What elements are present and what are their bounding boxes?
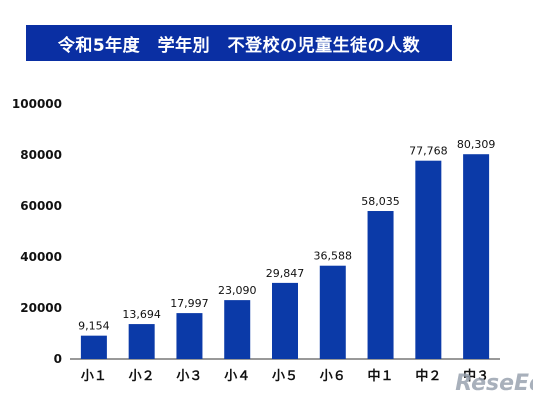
x-category-label: 中２ <box>415 368 441 384</box>
bar <box>367 211 394 359</box>
data-label: 36,588 <box>314 250 353 263</box>
bar <box>463 154 490 359</box>
x-category-label: 小６ <box>320 369 346 384</box>
bar <box>415 160 442 359</box>
data-label: 9,154 <box>78 320 110 333</box>
bar <box>80 335 107 359</box>
y-tick-label: 40000 <box>20 250 62 264</box>
x-category-label: 小４ <box>224 369 250 384</box>
bar <box>176 313 203 359</box>
bar <box>128 324 155 359</box>
watermark-logo: ReseEd <box>455 371 533 396</box>
x-category-label: 中１ <box>368 368 394 384</box>
y-tick-label: 60000 <box>20 199 62 213</box>
bar <box>319 265 346 359</box>
x-category-label: 中３ <box>463 368 489 384</box>
y-tick-label: 20000 <box>20 301 62 315</box>
data-label: 80,309 <box>457 138 496 151</box>
data-label: 13,694 <box>122 308 161 321</box>
data-label: 29,847 <box>266 267 305 280</box>
bar <box>224 300 251 359</box>
bar <box>272 282 298 359</box>
data-label: 23,090 <box>218 284 257 297</box>
chart-title: 令和5年度 学年別 不登校の児童生徒の人数 <box>26 25 452 61</box>
x-category-label: 小１ <box>81 369 107 384</box>
y-tick-label: 100000 <box>12 97 62 111</box>
data-label: 17,997 <box>170 297 209 310</box>
y-tick-label: 0 <box>54 352 62 366</box>
x-category-label: 小５ <box>272 369 298 384</box>
data-label: 58,035 <box>361 195 400 208</box>
y-tick-label: 80000 <box>20 148 62 162</box>
data-label: 77,768 <box>409 145 448 158</box>
x-category-label: 小２ <box>129 369 155 384</box>
x-category-label: 小３ <box>176 369 202 384</box>
